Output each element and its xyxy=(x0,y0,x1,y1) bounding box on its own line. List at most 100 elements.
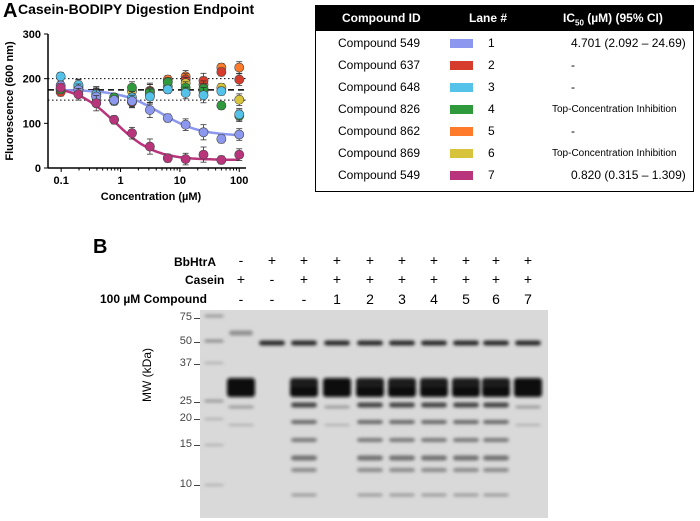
color-swatch xyxy=(450,127,473,136)
gel-band xyxy=(357,420,383,424)
gel-band xyxy=(389,420,415,424)
gel-band xyxy=(453,420,479,424)
data-point xyxy=(234,62,245,73)
mw-marker-label: 75 xyxy=(179,311,192,323)
gel-band xyxy=(357,340,383,346)
gel-band xyxy=(229,330,253,336)
data-point xyxy=(144,141,155,152)
mw-marker-label: 20 xyxy=(179,412,192,424)
compound-name: Compound 648 xyxy=(338,80,421,94)
mw-marker-label: 15 xyxy=(179,438,192,450)
gel-band xyxy=(514,387,542,397)
mw-marker-tick xyxy=(194,364,202,365)
bbhtra-sign: + xyxy=(332,252,342,268)
header-lane: Lane # xyxy=(469,11,508,25)
casein-sign: + xyxy=(491,271,501,287)
gel-band xyxy=(483,438,509,442)
gel-band xyxy=(453,340,479,346)
gel-band xyxy=(483,340,509,346)
gel-band xyxy=(483,455,509,461)
compound-sign: 4 xyxy=(430,291,438,307)
header-ic50: IC50 (µM) (95% CI) xyxy=(563,11,663,28)
dose-response-chart: 0 100 200 300 0.1 1 10 100 Concentration (µM) Flu… xyxy=(4,29,248,203)
gel-band xyxy=(291,468,317,472)
table-row: Compound 869 6 Top-Concentration Inhibitio… xyxy=(316,143,693,165)
gel-band xyxy=(483,420,509,424)
bbhtra-sign: + xyxy=(429,252,439,268)
mw-axis-label: MW (kDa) xyxy=(140,348,154,402)
bbhtra-sign: + xyxy=(523,252,533,268)
mw-marker-tick xyxy=(194,318,202,319)
ic50-value: Top-Concentration Inhibition xyxy=(552,104,677,115)
bbhtra-sign: + xyxy=(491,252,501,268)
chart-title: Casein-BODIPY Digestion Endpoint xyxy=(18,1,255,17)
lane-number: 3 xyxy=(488,80,495,94)
mw-marker-tick xyxy=(194,419,202,420)
y-tick-label: 100 xyxy=(23,118,41,130)
data-point xyxy=(55,71,66,82)
gel-band xyxy=(389,468,415,472)
gel-band xyxy=(421,340,447,346)
gel-band xyxy=(259,340,285,346)
gel-band xyxy=(228,424,254,426)
compound-sign: 1 xyxy=(333,291,341,307)
y-tick-label: 300 xyxy=(23,29,41,41)
table-row: Compound 549 7 0.820 (0.315 – 1.309) xyxy=(316,165,693,187)
gel-band xyxy=(204,444,224,446)
data-point xyxy=(91,98,102,109)
gel-band xyxy=(389,402,415,408)
header-compound-id: Compound ID xyxy=(342,11,421,25)
gel-band xyxy=(357,493,383,497)
compound-sign: - xyxy=(301,291,307,307)
gel-band xyxy=(389,438,415,442)
lane-number: 7 xyxy=(488,168,495,182)
compound-table: Compound ID Lane # IC50 (µM) (95% CI) Co… xyxy=(315,5,694,192)
data-point xyxy=(162,113,173,123)
gel-image xyxy=(200,310,548,518)
gel-band xyxy=(324,405,350,409)
data-point xyxy=(234,94,245,105)
data-point xyxy=(180,119,191,130)
data-point xyxy=(55,82,66,93)
ic50-value: 0.820 (0.315 – 1.309) xyxy=(571,168,686,182)
gel-band xyxy=(357,402,383,408)
ic50-value: 4.701 (2.092 – 24.69) xyxy=(571,36,686,50)
data-point xyxy=(109,114,120,125)
lane-number: 1 xyxy=(488,36,495,50)
gel-band xyxy=(389,455,415,461)
data-point xyxy=(109,95,120,106)
ic50-value: - xyxy=(571,58,575,72)
casein-sign: + xyxy=(461,271,471,287)
data-point xyxy=(162,153,173,164)
bbhtra-sign: + xyxy=(397,252,407,268)
gel-band xyxy=(483,468,509,472)
y-axis-label: Fluorescence (600 nm) xyxy=(4,41,16,161)
gel-band xyxy=(357,438,383,442)
gel-band xyxy=(291,340,317,346)
gel-band xyxy=(452,387,480,397)
gel-band xyxy=(228,405,254,409)
bbhtra-sign: + xyxy=(267,252,277,268)
ic50-value: - xyxy=(571,80,575,94)
x-axis-label: Concentration (µM) xyxy=(101,191,202,203)
color-swatch xyxy=(450,83,473,92)
data-point xyxy=(73,89,84,100)
data-point xyxy=(216,86,227,97)
gel-band xyxy=(421,455,447,461)
mw-marker-label: 10 xyxy=(179,478,192,490)
data-point xyxy=(216,67,227,77)
y-tick-label: 200 xyxy=(23,74,41,86)
bbhtra-sign: + xyxy=(299,252,309,268)
compound-sign: 2 xyxy=(366,291,374,307)
data-point xyxy=(198,149,209,160)
gel-band xyxy=(204,339,224,343)
mw-marker-label: 37 xyxy=(179,357,192,369)
compound-name: Compound 637 xyxy=(338,58,421,72)
gel-band xyxy=(515,424,541,426)
color-swatch xyxy=(450,149,473,158)
mw-marker-tick xyxy=(194,445,202,446)
mw-marker-label: 25 xyxy=(179,395,192,407)
gel-band xyxy=(515,405,541,409)
gel-band xyxy=(483,402,509,408)
x-tick-label: 1 xyxy=(117,175,123,187)
